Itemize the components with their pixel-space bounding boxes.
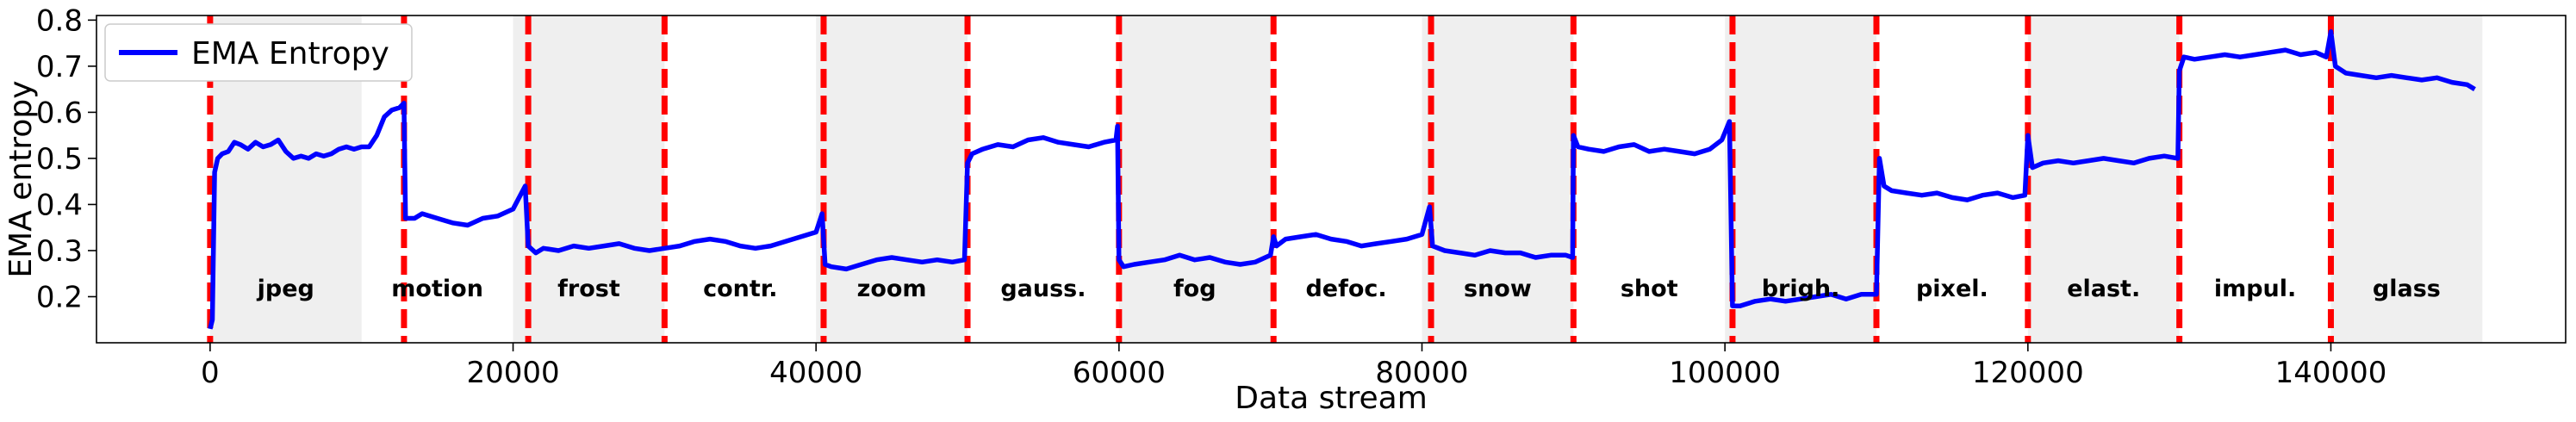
y-axis: 0.2 0.3 0.4 0.5 0.6 0.7 0.8 xyxy=(36,3,96,314)
legend-entry: EMA Entropy xyxy=(191,36,389,71)
y-tick-label-3: 0.5 xyxy=(36,142,83,177)
plot-frame xyxy=(96,15,2567,344)
domain-label-4: zoom xyxy=(857,276,927,302)
x-tick-label-0: 0 xyxy=(201,356,220,390)
domain-label-2: frost xyxy=(557,276,620,302)
y-tick-label-1: 0.3 xyxy=(36,234,83,269)
domain-label-8: snow xyxy=(1464,276,1532,302)
domain-label-3: contr. xyxy=(703,276,777,302)
domain-shading-layer xyxy=(209,16,2483,343)
legend-box xyxy=(104,23,413,82)
x-tick-label-5: 100000 xyxy=(1669,356,1781,390)
domain-label-1: motion xyxy=(391,276,483,302)
y-tick-label-6: 0.8 xyxy=(36,3,83,38)
domain-label-9: shot xyxy=(1621,276,1678,302)
domain-label-5: gauss. xyxy=(1000,276,1086,302)
y-tick-label-2: 0.4 xyxy=(36,188,83,222)
x-tick-label-7: 140000 xyxy=(2275,356,2387,390)
domain-shade-8 xyxy=(1422,16,1574,343)
x-tick-label-3: 60000 xyxy=(1073,356,1166,390)
y-tick-label-4: 0.6 xyxy=(36,96,83,130)
domain-shade-12 xyxy=(2027,16,2180,343)
domain-label-11: pixel. xyxy=(1916,276,1988,302)
domain-label-7: defoc. xyxy=(1305,276,1386,302)
domain-label-14: glass xyxy=(2373,276,2441,302)
y-tick-label-5: 0.7 xyxy=(36,50,83,84)
x-tick-label-2: 40000 xyxy=(769,356,862,390)
x-axis: 0 20000 40000 60000 80000 100000 120000 140000 xyxy=(201,343,2386,390)
x-axis-title: Data stream xyxy=(1235,381,1428,416)
domain-label-13: impul. xyxy=(2214,276,2296,302)
domain-shade-2 xyxy=(513,16,665,343)
domain-shade-10 xyxy=(1725,16,1876,343)
x-tick-label-6: 120000 xyxy=(1972,356,2084,390)
domain-shade-4 xyxy=(816,16,968,343)
domain-label-0: jpeg xyxy=(257,276,314,302)
series-layer xyxy=(208,28,2476,330)
domain-label-6: fog xyxy=(1173,276,1216,302)
y-axis-title: EMA entropy xyxy=(3,80,39,277)
domain-label-10: brigh. xyxy=(1762,276,1840,302)
legend: EMA Entropy xyxy=(104,23,413,82)
domain-label-12: elast. xyxy=(2067,276,2140,302)
domain-label-layer: jpeg motion frost contr. zoom gauss. fog defoc.… xyxy=(257,276,2441,302)
series-line-0 xyxy=(208,28,2476,330)
x-tick-label-4: 80000 xyxy=(1375,356,1468,390)
domain-shade-6 xyxy=(1118,16,1271,343)
x-tick-label-1: 20000 xyxy=(466,356,559,390)
domain-shade-14 xyxy=(2330,16,2483,343)
y-tick-label-0: 0.2 xyxy=(36,280,83,314)
